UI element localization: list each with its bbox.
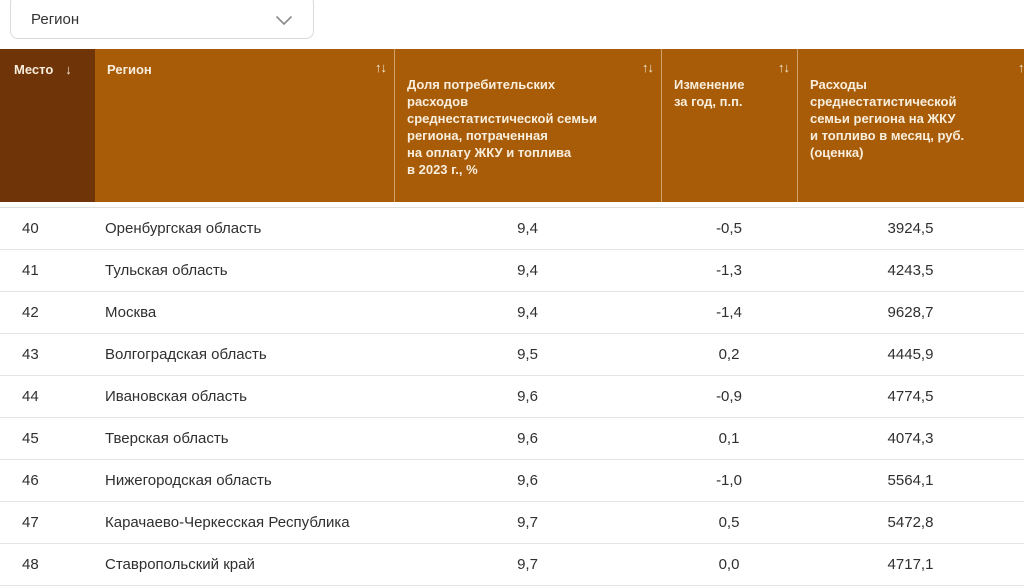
table-row: 48 Ставропольский край 9,7 0,0 4717,1 — [0, 544, 1024, 586]
table-row: 46 Нижегородская область 9,6 -1,0 5564,1 — [0, 460, 1024, 502]
cell-share: 9,4 — [517, 220, 538, 237]
column-header-change[interactable]: Изменение за год, п.п. ↑↓ — [661, 49, 797, 202]
cell-region: Волгоградская область — [105, 346, 267, 363]
cell-share: 9,6 — [517, 472, 538, 489]
cell-place: 46 — [22, 472, 39, 489]
sort-toggle-icon[interactable]: ↑↓ — [375, 60, 387, 75]
cell-change: 0,1 — [718, 430, 740, 447]
table-row: 42 Москва 9,4 -1,4 9628,7 — [0, 292, 1024, 334]
cell-region: Карачаево-Черкесская Республика — [105, 514, 350, 531]
cell-place: 43 — [22, 346, 39, 363]
cell-place: 48 — [22, 556, 39, 573]
table-header: Место ↓ Регион ↑↓ Доля потребительских ра… — [0, 49, 1024, 202]
table-row: 41 Тульская область 9,4 -1,3 4243,5 — [0, 250, 1024, 292]
cell-change: -1,4 — [716, 304, 742, 321]
cell-region: Тульская область — [105, 262, 228, 279]
cell-region: Ставропольский край — [105, 556, 255, 573]
cell-place: 40 — [22, 220, 39, 237]
table-row: 45 Тверская область 9,6 0,1 4074,3 — [0, 418, 1024, 460]
cell-share: 9,5 — [517, 346, 538, 363]
region-filter-dropdown[interactable]: Регион — [10, 0, 314, 39]
sort-toggle-icon[interactable]: ↑↓ — [778, 60, 790, 75]
table-row: 43 Волгоградская область 9,5 0,2 4445,9 — [0, 334, 1024, 376]
cell-spend: 5564,1 — [887, 472, 934, 489]
cell-place: 45 — [22, 430, 39, 447]
cell-change: 0,0 — [718, 556, 740, 573]
cell-share: 9,7 — [517, 556, 538, 573]
cell-region: Оренбургская область — [105, 220, 262, 237]
cell-region: Тверская область — [105, 430, 229, 447]
sort-toggle-icon[interactable]: ↑↓ — [642, 60, 654, 75]
table-row: 40 Оренбургская область 9,4 -0,5 3924,5 — [0, 208, 1024, 250]
cell-change: -0,5 — [716, 220, 742, 237]
chevron-down-icon — [275, 15, 293, 26]
column-header-share[interactable]: Доля потребительских расходов среднестат… — [394, 49, 661, 202]
cell-place: 44 — [22, 388, 39, 405]
cell-share: 9,7 — [517, 514, 538, 531]
table-row: 44 Ивановская область 9,6 -0,9 4774,5 — [0, 376, 1024, 418]
cell-spend: 4445,9 — [887, 346, 934, 363]
cell-place: 41 — [22, 262, 39, 279]
column-header-place[interactable]: Место ↓ — [0, 49, 95, 202]
cell-spend: 4243,5 — [887, 262, 934, 279]
cell-change: -0,9 — [716, 388, 742, 405]
cell-share: 9,4 — [517, 304, 538, 321]
table-body: 40 Оренбургская область 9,4 -0,5 3924,5 … — [0, 207, 1024, 586]
column-label-share: Доля потребительских расходов среднестат… — [407, 77, 597, 177]
cell-spend: 9628,7 — [887, 304, 934, 321]
region-filter-label: Регион — [31, 10, 80, 28]
column-label-place: Место — [14, 62, 54, 77]
cell-place: 42 — [22, 304, 39, 321]
cell-change: -1,3 — [716, 262, 742, 279]
sort-desc-icon[interactable]: ↓ — [65, 62, 72, 77]
cell-spend: 4774,5 — [887, 388, 934, 405]
cell-share: 9,6 — [517, 430, 538, 447]
cell-region: Москва — [105, 304, 157, 321]
cell-share: 9,4 — [517, 262, 538, 279]
cell-share: 9,6 — [517, 388, 538, 405]
cell-spend: 4717,1 — [887, 556, 934, 573]
cell-place: 47 — [22, 514, 39, 531]
cell-change: 0,5 — [718, 514, 740, 531]
column-label-region: Регион — [107, 62, 152, 77]
cell-change: 0,2 — [718, 346, 740, 363]
cell-spend: 4074,3 — [887, 430, 934, 447]
sort-toggle-icon[interactable]: ↑↓ — [1018, 60, 1024, 75]
cell-region: Нижегородская область — [105, 472, 272, 489]
table-row: 47 Карачаево-Черкесская Республика 9,7 0… — [0, 502, 1024, 544]
column-header-region[interactable]: Регион ↑↓ — [95, 49, 394, 202]
cell-spend: 3924,5 — [887, 220, 934, 237]
cell-region: Ивановская область — [105, 388, 247, 405]
cell-change: -1,0 — [716, 472, 742, 489]
column-header-spend[interactable]: Расходы среднестатистической семьи регио… — [797, 49, 1024, 202]
cell-spend: 5472,8 — [887, 514, 934, 531]
column-label-change: Изменение за год, п.п. — [674, 77, 745, 109]
column-label-spend: Расходы среднестатистической семьи регио… — [810, 77, 965, 160]
